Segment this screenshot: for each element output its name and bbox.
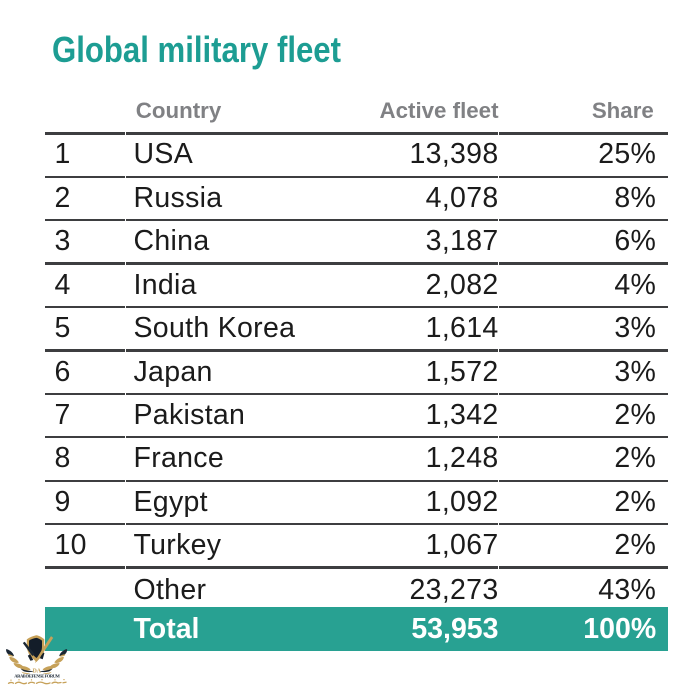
svg-text:ARAB DEFENSE FORUM: ARAB DEFENSE FORUM — [14, 673, 60, 678]
svg-text:DA: DA — [33, 669, 42, 675]
